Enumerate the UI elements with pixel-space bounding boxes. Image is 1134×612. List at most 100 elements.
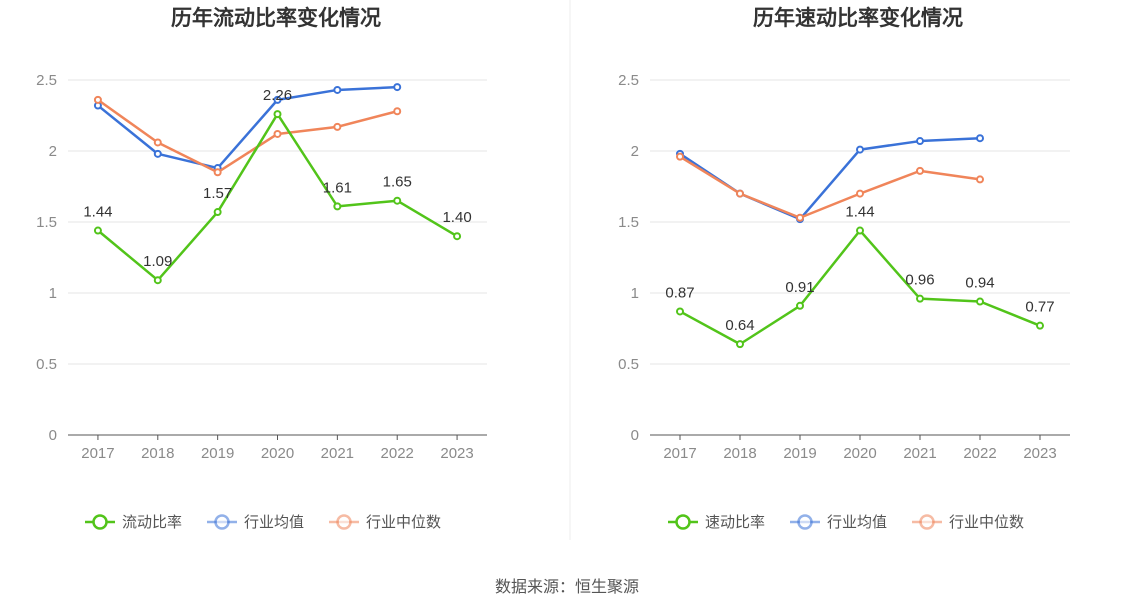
data-point[interactable] xyxy=(916,294,924,303)
data-point[interactable] xyxy=(976,297,984,306)
x-tick-label: 2017 xyxy=(663,445,696,462)
data-point[interactable] xyxy=(796,301,804,310)
legend-item[interactable]: 速动比率 xyxy=(668,513,765,531)
x-tick-label: 2023 xyxy=(440,445,473,462)
y-tick-label: 0 xyxy=(631,427,639,444)
x-tick-label: 2020 xyxy=(261,445,294,462)
data-point[interactable] xyxy=(676,307,684,316)
data-point[interactable] xyxy=(856,226,864,235)
y-tick-label: 0.5 xyxy=(618,356,639,373)
data-point[interactable] xyxy=(976,175,984,184)
data-point[interactable] xyxy=(393,196,402,205)
chart-title: 历年流动比率变化情况 xyxy=(171,6,381,30)
data-point[interactable] xyxy=(736,340,744,349)
legend-item[interactable]: 行业均值 xyxy=(207,513,304,531)
legend-marker-icon xyxy=(675,514,691,530)
chart-title: 历年速动比率变化情况 xyxy=(753,6,963,30)
x-tick-label: 2021 xyxy=(903,445,936,462)
data-point[interactable] xyxy=(333,85,342,94)
y-tick-label: 1 xyxy=(631,285,639,302)
legend-item[interactable]: 行业中位数 xyxy=(329,513,441,531)
series-line xyxy=(97,85,398,170)
y-tick-label: 1 xyxy=(49,285,57,302)
data-point[interactable] xyxy=(856,189,864,198)
series-line xyxy=(679,136,981,221)
legend-label: 速动比率 xyxy=(705,513,765,531)
data-label: 1.65 xyxy=(383,174,412,191)
data-point[interactable] xyxy=(393,107,402,116)
data-point[interactable] xyxy=(453,232,462,241)
data-label: 0.96 xyxy=(905,272,934,289)
data-point[interactable] xyxy=(393,83,402,92)
data-point[interactable] xyxy=(93,95,102,104)
legend-item[interactable]: 行业中位数 xyxy=(912,513,1024,531)
x-tick-label: 2020 xyxy=(843,445,876,462)
chart-panel-1: 历年流动比率变化情况 0 0.5 1 1.5 2 2.5 2017 2018 2019 2020 20… xyxy=(36,6,487,531)
legend-label: 行业中位数 xyxy=(366,513,441,531)
data-point[interactable] xyxy=(273,95,282,104)
x-tick-label: 2021 xyxy=(321,445,354,462)
legend-label: 行业均值 xyxy=(827,513,887,531)
x-tick-label: 2018 xyxy=(141,445,174,462)
data-label: 1.44 xyxy=(845,204,874,221)
chart-panel-2: 历年速动比率变化情况 0 0.5 1 1.5 2 2.5 2017 2018 2019 2020 20… xyxy=(618,6,1070,531)
data-label: 0.64 xyxy=(725,317,754,334)
data-point[interactable] xyxy=(916,166,924,175)
data-point[interactable] xyxy=(856,145,864,154)
data-point[interactable] xyxy=(273,110,282,119)
x-tick-label: 2022 xyxy=(381,445,414,462)
legend-marker-icon xyxy=(797,514,813,530)
data-label: 1.61 xyxy=(323,179,352,196)
data-point[interactable] xyxy=(333,122,342,131)
series-line xyxy=(679,155,981,219)
legend-marker-icon xyxy=(919,514,935,530)
y-tick-label: 0 xyxy=(49,427,57,444)
data-point[interactable] xyxy=(153,149,162,158)
data-point[interactable] xyxy=(273,129,282,138)
legend-label: 行业均值 xyxy=(244,513,304,531)
y-tick-label: 0.5 xyxy=(36,356,57,373)
data-label: 0.91 xyxy=(785,279,814,296)
data-label: 1.09 xyxy=(143,253,172,270)
data-label: 1.57 xyxy=(203,185,232,202)
y-tick-label: 2.5 xyxy=(618,72,639,89)
x-tick-label: 2022 xyxy=(963,445,996,462)
legend-item[interactable]: 行业均值 xyxy=(790,513,887,531)
data-point[interactable] xyxy=(153,138,162,147)
data-label: 1.40 xyxy=(442,209,471,226)
legend-item[interactable]: 流动比率 xyxy=(85,513,182,531)
y-tick-label: 2 xyxy=(49,143,57,160)
data-point[interactable] xyxy=(333,202,342,211)
x-tick-label: 2019 xyxy=(783,445,816,462)
y-tick-label: 2.5 xyxy=(36,72,57,89)
data-point[interactable] xyxy=(676,152,684,161)
data-point[interactable] xyxy=(213,168,222,177)
data-label: 1.44 xyxy=(83,204,112,221)
data-point[interactable] xyxy=(153,276,162,285)
data-label: 0.94 xyxy=(965,275,994,292)
y-tick-label: 1.5 xyxy=(36,214,57,231)
data-point[interactable] xyxy=(93,226,102,235)
data-point[interactable] xyxy=(976,134,984,143)
legend-label: 行业中位数 xyxy=(949,513,1024,531)
x-tick-label: 2017 xyxy=(81,445,114,462)
data-point[interactable] xyxy=(213,208,222,217)
data-point[interactable] xyxy=(1036,321,1044,330)
data-point[interactable] xyxy=(916,137,924,146)
y-tick-label: 2 xyxy=(631,143,639,160)
data-point[interactable] xyxy=(736,189,744,198)
series-line xyxy=(97,98,398,174)
legend-marker-icon xyxy=(92,514,108,530)
legend-label: 流动比率 xyxy=(122,513,182,531)
data-label: 0.87 xyxy=(665,284,694,301)
data-label: 0.77 xyxy=(1025,299,1054,316)
data-label: 2.26 xyxy=(263,87,292,104)
x-tick-label: 2023 xyxy=(1023,445,1056,462)
x-tick-label: 2018 xyxy=(723,445,756,462)
legend-marker-icon xyxy=(336,514,352,530)
x-tick-label: 2019 xyxy=(201,445,234,462)
y-tick-label: 1.5 xyxy=(618,214,639,231)
data-point[interactable] xyxy=(796,213,804,222)
data-source-footer: 数据来源：恒生聚源 xyxy=(494,577,639,596)
